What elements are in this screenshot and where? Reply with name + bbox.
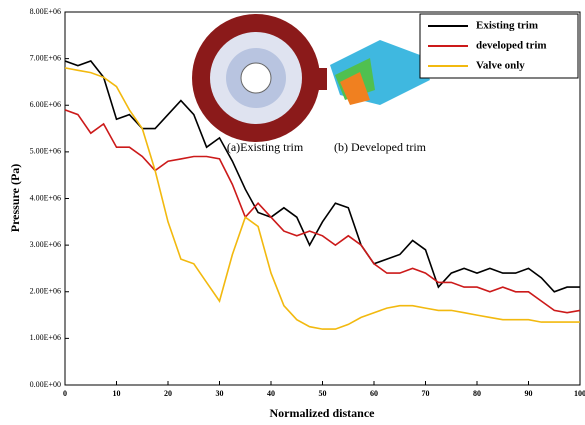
x-tick-label: 20 — [164, 389, 172, 398]
x-tick-label: 10 — [113, 389, 121, 398]
annotation: (a)Existing trim — [227, 140, 304, 154]
x-tick-label: 50 — [319, 389, 327, 398]
y-tick-label: 6.00E+06 — [30, 100, 61, 109]
series-line — [65, 61, 580, 292]
series-line — [65, 110, 580, 313]
x-axis-label: Normalized distance — [270, 406, 376, 420]
inset-existing-trim — [192, 14, 327, 142]
legend: Existing trim developed trim Valve only — [420, 14, 578, 78]
x-tick-label: 30 — [216, 389, 224, 398]
x-tick-label: 100 — [574, 389, 585, 398]
y-tick-label: 7.00E+06 — [30, 53, 61, 62]
series-line — [65, 68, 580, 329]
legend-label: Valve only — [476, 60, 525, 72]
x-tick-label: 40 — [267, 389, 275, 398]
y-tick-label: 1.00E+06 — [30, 333, 61, 342]
y-tick-label: 8.00E+06 — [30, 7, 61, 16]
y-tick-label: 5.00E+06 — [30, 147, 61, 156]
y-tick-label: 3.00E+06 — [30, 240, 61, 249]
chart: (a)Existing trim (b) Developed trim Pres… — [0, 0, 585, 425]
y-axis-label: Pressure (Pa) — [8, 164, 22, 233]
x-tick-label: 80 — [473, 389, 481, 398]
inset-developed-trim — [330, 40, 430, 105]
x-tick-label: 90 — [525, 389, 533, 398]
y-tick-label: 0.00E+00 — [30, 380, 61, 389]
y-tick-label: 2.00E+06 — [30, 287, 61, 296]
y-tick-label: 4.00E+06 — [30, 193, 61, 202]
x-tick-label: 70 — [422, 389, 430, 398]
annotation: (b) Developed trim — [334, 140, 427, 154]
legend-label: Existing trim — [476, 20, 538, 32]
x-tick-label: 60 — [370, 389, 378, 398]
legend-label: developed trim — [476, 40, 547, 52]
x-tick-label: 0 — [63, 389, 67, 398]
